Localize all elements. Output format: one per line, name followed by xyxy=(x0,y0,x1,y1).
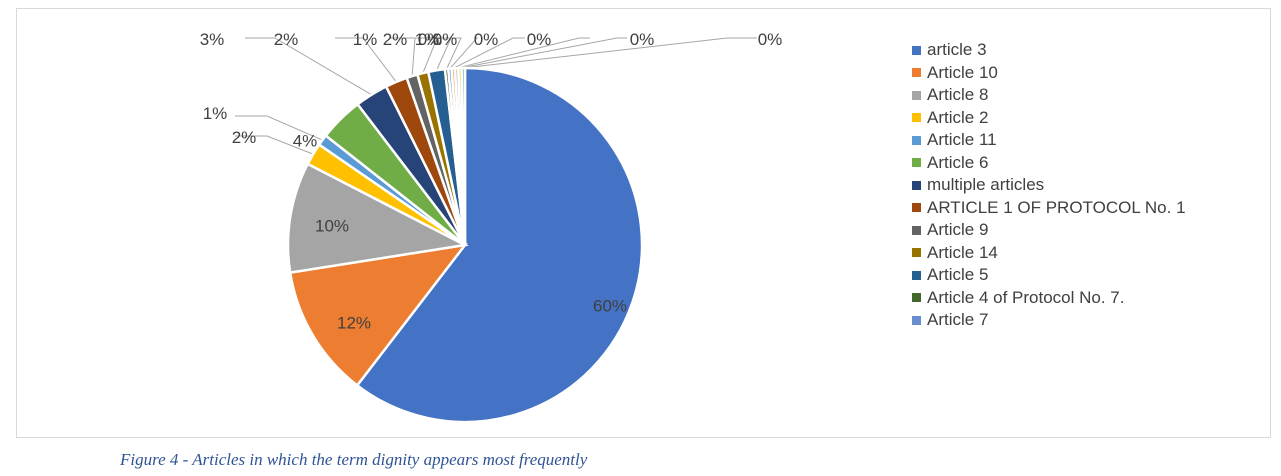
data-label-article-7: 0% xyxy=(433,30,458,49)
callout-line-article-7 xyxy=(449,37,479,69)
legend-swatch xyxy=(912,135,921,145)
legend-swatch xyxy=(912,45,921,55)
callout-line-slice-13 xyxy=(452,37,525,69)
legend-label: article 3 xyxy=(927,40,987,60)
data-label-article-11: 1% xyxy=(203,104,228,123)
callout-line-multiple-articles xyxy=(245,37,372,96)
legend-label: Article 6 xyxy=(927,152,989,172)
legend-item-multiple-articles: multiple articles xyxy=(912,174,1186,197)
data-label-article-14: 2% xyxy=(383,30,408,49)
legend-item-article-10: Article 10 xyxy=(912,62,1186,85)
data-label-slice-16: 0% xyxy=(758,30,783,49)
data-label-article-6: 4% xyxy=(293,131,318,150)
legend-label: Article 14 xyxy=(927,242,998,262)
pie-slice-article-10 xyxy=(288,243,468,388)
legend-label: Article 4 of Protocol No. 7. xyxy=(927,287,1125,307)
pie-slice-article-3 xyxy=(355,66,644,424)
figure-caption: Figure 4 - Articles in which the term di… xyxy=(120,450,588,469)
legend-swatch xyxy=(912,293,921,303)
legend-label: Article 9 xyxy=(927,220,989,240)
legend-item-article-6: Article 6 xyxy=(912,152,1186,175)
callout-line-article-4-of-protocol-no-7 xyxy=(445,37,462,70)
callout-line-article-1-of-protocol-no-1 xyxy=(335,37,397,83)
data-label-slice-14: 0% xyxy=(527,30,552,49)
legend-item-article-8: Article 8 xyxy=(912,84,1186,107)
legend-item-article-9: Article 9 xyxy=(912,219,1186,242)
legend-item-article-7: Article 7 xyxy=(912,309,1186,332)
legend-item-article-11: Article 11 xyxy=(912,129,1186,152)
legend-label: ARTICLE 1 OF PROTOCOL No. 1 xyxy=(927,197,1186,217)
legend-item-article-3: article 3 xyxy=(912,39,1186,62)
data-label-article-3: 60% xyxy=(593,296,627,315)
data-label-article-4-of-protocol-no-7: 0% xyxy=(418,30,443,49)
callout-line-article-11 xyxy=(235,115,323,141)
data-label-article-10: 12% xyxy=(337,313,371,332)
data-label-article-1-of-protocol-no-1: 2% xyxy=(274,30,299,49)
data-label-article-5: 1% xyxy=(415,30,440,49)
legend-item-article-14: Article 14 xyxy=(912,242,1186,265)
callout-line-slice-15 xyxy=(459,37,627,69)
data-labels: 60%12%10%2%1%4%3% 2% 1% 2% 1%0%0% 0% 0% 0% 0% xyxy=(200,30,783,332)
legend-swatch xyxy=(912,270,921,280)
legend-label: Article 7 xyxy=(927,310,989,330)
pie-chart: 60%12%10%2%1%4%3% 2% 1% 2% 1%0%0% 0% 0% 0% 0% xyxy=(200,30,783,424)
legend-swatch xyxy=(912,68,921,78)
legend-item-article-2: Article 2 xyxy=(912,107,1186,130)
pie-slices xyxy=(286,66,644,424)
callout-line-article-2 xyxy=(235,135,314,155)
legend-label: Article 5 xyxy=(927,265,989,285)
legend-item-article-4-of-protocol-no-7: Article 4 of Protocol No. 7. xyxy=(912,287,1186,310)
legend-swatch xyxy=(912,113,921,123)
callout-line-slice-14 xyxy=(456,37,590,69)
legend-swatch xyxy=(912,248,921,258)
legend-item-article-1-of-protocol-no-1: ARTICLE 1 OF PROTOCOL No. 1 xyxy=(912,197,1186,220)
legend-label: multiple articles xyxy=(927,175,1045,195)
chart-area: 60% 12% 10% 2% 1% 4% 3% 2% 1% 2% 1% 0% 0% 0% 0% 0% 0% ar… xyxy=(16,8,1271,438)
legend-swatch xyxy=(912,203,921,213)
legend-swatch xyxy=(912,90,921,100)
legend-label: Article 10 xyxy=(927,62,998,82)
pie-slice-article-8 xyxy=(286,162,469,275)
legend-swatch xyxy=(912,225,921,235)
data-label-article-9: 1% xyxy=(353,30,378,49)
data-label-slice-15: 0% xyxy=(630,30,655,49)
data-label-slice-13: 0% xyxy=(474,30,499,49)
data-label-multiple-articles: 3% xyxy=(200,30,225,49)
data-label-article-8: 10% xyxy=(315,216,349,235)
pie-slice-slice-16 xyxy=(460,66,467,246)
legend-swatch xyxy=(912,180,921,190)
callout-lines xyxy=(235,37,757,155)
legend-item-article-5: Article 5 xyxy=(912,264,1186,287)
legend-label: Article 11 xyxy=(927,130,997,150)
legend-swatch xyxy=(912,158,921,168)
data-label-article-2: 2% xyxy=(232,128,257,147)
legend-label: Article 8 xyxy=(927,85,989,105)
legend-swatch xyxy=(912,315,921,325)
chart-legend: article 3 Article 10 Article 8 Article 2 Art… xyxy=(912,39,1186,332)
legend-label: Article 2 xyxy=(927,107,989,127)
callout-line-slice-16 xyxy=(463,37,757,69)
